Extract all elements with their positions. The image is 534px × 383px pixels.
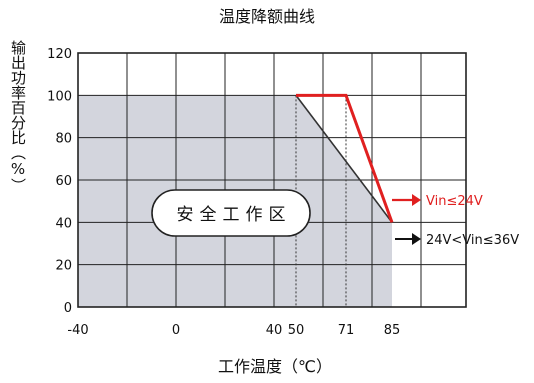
series-vin-24v-line [296,93,394,223]
x-tick-label: 50 [288,323,305,338]
x-tick-label: 71 [338,323,355,338]
x-tick-label: -40 [67,323,88,338]
plot-border [77,52,467,308]
y-tick-label: 80 [55,132,72,147]
y-tick-label: 20 [55,259,72,274]
legend-arrow-red [392,194,421,206]
legend-arrow-dark [395,233,421,245]
y-tick-label: 0 [64,301,72,316]
safe-zone-label: 安全工作区 [177,205,292,225]
chart-title: 温度降额曲线 [219,7,315,26]
y-tick-label: 100 [47,89,72,104]
safe-zone-label-box [151,189,311,237]
x-tick-label: 85 [384,323,401,338]
y-axis-label: 输出功率百分比（%） [9,40,27,193]
y-tick-label: 60 [55,174,72,189]
legend-label-24v-36v: 24V<Vin≤36V [426,233,519,248]
x-tick-label: 40 [266,323,283,338]
x-tick-labels: -40 0 40 50 71 85 [67,323,400,338]
x-axis-label: 工作温度（℃） [218,357,332,376]
y-tick-label: 40 [55,216,72,231]
legend-label-vin-24v: Vin≤24V [426,194,483,209]
series-24v-36v-line [295,94,393,223]
y-tick-label: 120 [47,47,72,62]
y-tick-labels: 0 20 40 60 80 100 120 [47,47,72,316]
x-tick-label: 0 [172,323,180,338]
